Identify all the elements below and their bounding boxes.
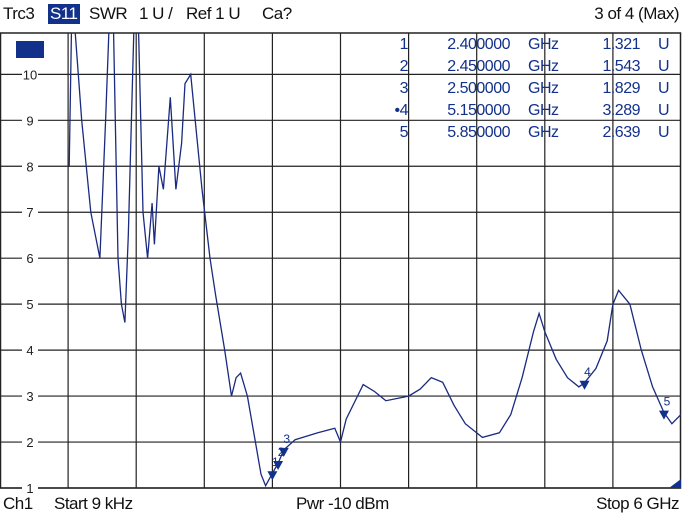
marker-2-triangle [273, 461, 284, 471]
y-tick-label: 4 [26, 343, 33, 358]
marker-frequency: 2.450000 [447, 58, 510, 75]
power-level[interactable]: Pwr -10 dBm [296, 494, 389, 513]
trace-label[interactable]: Trc3 [3, 4, 35, 23]
marker-value: 2.639 [602, 124, 640, 141]
ref-label[interactable]: Ref 1 U [186, 4, 241, 23]
marker-3-triangle [278, 447, 289, 457]
y-tick-label: 6 [26, 251, 33, 266]
y-tick-label: 8 [26, 159, 33, 174]
marker-frequency: 5.150000 [447, 102, 510, 119]
marker-frequency-unit: GHz [528, 58, 559, 75]
tick-bg [22, 204, 38, 221]
marker-number: 2 [399, 58, 409, 75]
marker-5-label: 5 [664, 395, 671, 409]
tick-bg [22, 388, 38, 405]
marker-frequency-unit: GHz [528, 102, 559, 119]
y-tick-label: 7 [26, 205, 33, 220]
tick-bg [22, 480, 38, 496]
trace-count: 3 of 4 (Max) [594, 4, 679, 23]
marker-value: 3.289 [602, 102, 640, 119]
y-tick-label: 5 [26, 297, 33, 312]
start-frequency[interactable]: Start 9 kHz [54, 494, 133, 513]
marker-value: 1.543 [602, 58, 640, 75]
y-tick-label: 10 [23, 67, 37, 82]
y-tick-label: 9 [26, 113, 33, 128]
marker-number: 3 [399, 80, 409, 97]
marker-value-unit: U [658, 58, 670, 75]
y-tick-label: 3 [26, 389, 33, 404]
cal-label[interactable]: Ca? [262, 4, 292, 23]
marker-value-unit: U [658, 36, 670, 53]
marker-number: 5 [399, 124, 409, 141]
marker-value-unit: U [658, 80, 670, 97]
marker-number: •4 [394, 102, 409, 119]
y-tick-label: 1 [26, 481, 33, 496]
y-tick-label: 2 [26, 435, 33, 450]
marker-4-label: 4 [584, 365, 591, 379]
tick-bg [22, 158, 38, 175]
marker-frequency: 5.850000 [447, 124, 510, 141]
marker-frequency: 2.400000 [447, 36, 510, 53]
marker-value-unit: U [658, 102, 670, 119]
tick-bg [22, 434, 38, 451]
range-indicator-icon [669, 479, 681, 488]
marker-4-triangle [579, 380, 590, 390]
marker-value-unit: U [658, 124, 670, 141]
scale-label[interactable]: 1 U / [139, 4, 173, 23]
swr-trace [68, 33, 681, 488]
marker-frequency: 2.500000 [447, 80, 510, 97]
marker-value: 1.321 [602, 36, 640, 53]
tick-bg [22, 296, 38, 313]
marker-3-label: 3 [283, 432, 290, 446]
stop-frequency[interactable]: Stop 6 GHz [596, 494, 679, 513]
marker-5-triangle [658, 410, 669, 420]
plot-param-badge: S11 [16, 41, 45, 58]
marker-value: 1.829 [602, 80, 640, 97]
tick-bg [22, 112, 38, 129]
marker-frequency-unit: GHz [528, 80, 559, 97]
channel-label: Ch1 [3, 494, 33, 513]
tick-bg [22, 66, 38, 83]
marker-frequency-unit: GHz [528, 124, 559, 141]
marker-frequency-unit: GHz [528, 36, 559, 53]
marker-number: 1 [399, 36, 409, 53]
param-badge[interactable]: S11 [48, 4, 80, 24]
tick-bg [22, 250, 38, 267]
marker-1-triangle [267, 471, 278, 481]
format-label[interactable]: SWR [89, 4, 128, 23]
tick-bg [22, 342, 38, 359]
